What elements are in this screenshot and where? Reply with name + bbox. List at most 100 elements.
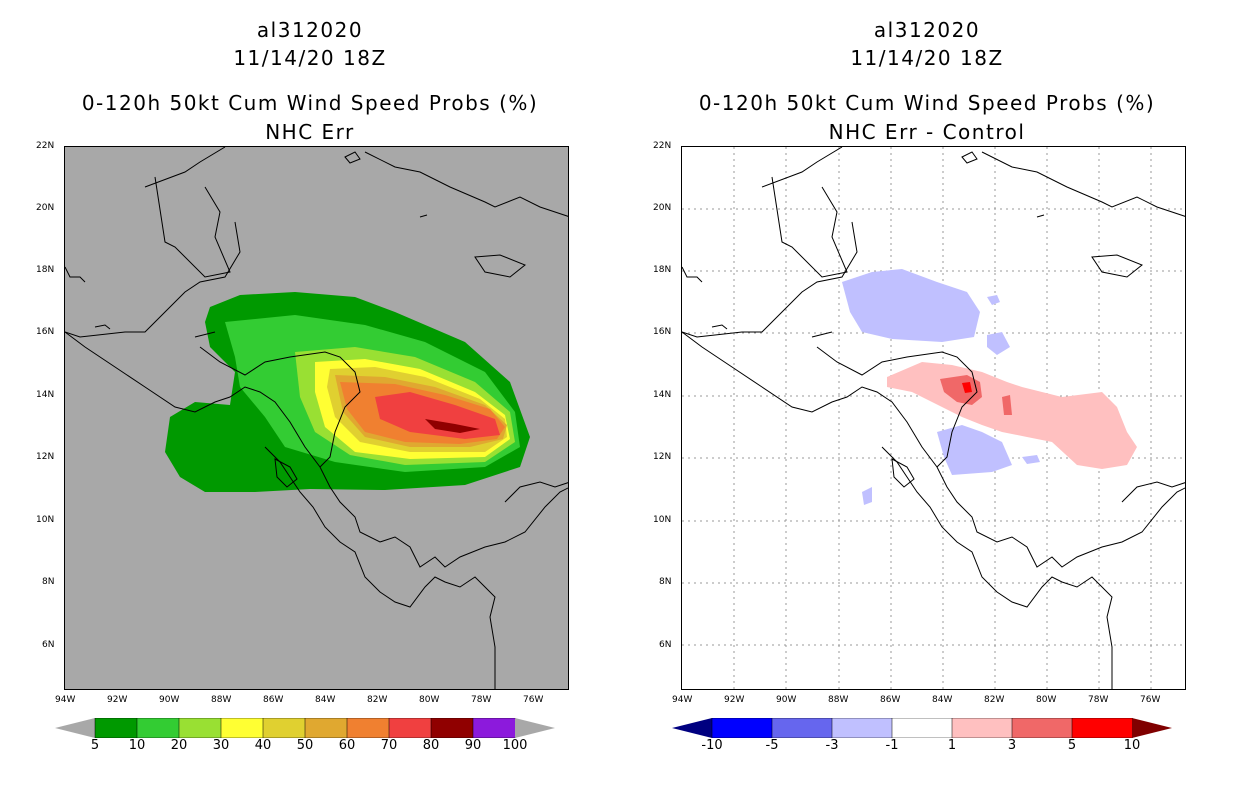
colorbar-segment	[831, 718, 893, 738]
lat-label: 16N	[653, 327, 672, 337]
colorbar-segment	[430, 718, 474, 738]
lat-label: 12N	[653, 452, 672, 462]
colorbar-segment	[136, 718, 180, 738]
colorbar-tick-label: -5	[765, 738, 779, 753]
left-colorbar	[55, 718, 555, 738]
lon-label: 78W	[471, 695, 492, 705]
lat-label: 18N	[653, 265, 672, 275]
lat-label: 8N	[42, 577, 55, 587]
lon-label: 78W	[1088, 695, 1109, 705]
lon-label: 84W	[932, 695, 953, 705]
right-product-title: 0-120h 50kt Cum Wind Speed Probs (%)	[698, 91, 1156, 115]
colorbar-tick-label: -10	[701, 738, 723, 753]
lon-label: 94W	[55, 695, 76, 705]
colorbar-segment	[94, 718, 138, 738]
lon-label: 88W	[828, 695, 849, 705]
left-colorbar-svg	[55, 718, 555, 738]
right-datetime: 11/14/20 18Z	[850, 46, 1004, 70]
right-subtitle: NHC Err - Control	[828, 120, 1026, 144]
left-datetime: 11/14/20 18Z	[233, 46, 387, 70]
lon-label: 80W	[419, 695, 440, 705]
colorbar-tick-label: 100	[502, 738, 528, 753]
lat-label: 12N	[36, 452, 55, 462]
lon-label: 86W	[880, 695, 901, 705]
lon-label: 76W	[523, 695, 544, 705]
lat-label: 20N	[36, 203, 55, 213]
contour-negative-blue-small-4	[862, 487, 872, 505]
lat-label: 6N	[42, 640, 55, 650]
lat-label: 22N	[36, 141, 55, 151]
colorbar-segment	[178, 718, 222, 738]
colorbar-tick-label: 3	[1007, 738, 1017, 753]
left-storm-id: al312020	[256, 18, 364, 42]
colorbar-high-end	[1132, 718, 1172, 738]
colorbar-segment	[951, 718, 1013, 738]
colorbar-segment	[771, 718, 833, 738]
colorbar-tick-label: 70	[380, 738, 398, 753]
right-colorbar-svg	[672, 718, 1172, 738]
lon-label: 84W	[315, 695, 336, 705]
difference-contours	[842, 269, 1137, 505]
colorbar-tick-label: 90	[464, 738, 482, 753]
lat-label: 20N	[653, 203, 672, 213]
lon-label: 76W	[1140, 695, 1161, 705]
colorbar-tick-label: 40	[254, 738, 272, 753]
lon-label: 92W	[107, 695, 128, 705]
lon-label: 88W	[211, 695, 232, 705]
colorbar-high-end	[515, 718, 555, 738]
colorbar-tick-label: 80	[422, 738, 440, 753]
lat-label: 14N	[36, 390, 55, 400]
lon-label: 86W	[263, 695, 284, 705]
right-storm-id: al312020	[873, 18, 981, 42]
colorbar-tick-label: -1	[885, 738, 899, 753]
contour-negative-blue-small-3	[1022, 455, 1040, 464]
lat-label: 22N	[653, 141, 672, 151]
lon-label: 90W	[776, 695, 797, 705]
left-map-canvas	[65, 147, 568, 689]
left-product-title: 0-120h 50kt Cum Wind Speed Probs (%)	[81, 91, 539, 115]
lat-label: 6N	[659, 640, 672, 650]
lat-label: 16N	[36, 327, 55, 337]
probability-contours	[165, 292, 530, 492]
colorbar-tick-label: 20	[170, 738, 188, 753]
lon-label: 92W	[724, 695, 745, 705]
lat-label: 8N	[659, 577, 672, 587]
colorbar-tick-label: 50	[296, 738, 314, 753]
colorbar-segment	[891, 718, 953, 738]
colorbar-segment	[304, 718, 348, 738]
contour-positive-red-2	[1002, 395, 1012, 415]
colorbar-segment	[262, 718, 306, 738]
lon-label: 82W	[984, 695, 1005, 705]
coastlines	[65, 147, 568, 689]
coastlines	[682, 147, 1185, 689]
contour-negative-blue-south	[937, 425, 1012, 475]
lat-label: 14N	[653, 390, 672, 400]
lon-label: 82W	[367, 695, 388, 705]
lon-label: 94W	[672, 695, 693, 705]
colorbar-tick-label: 10	[128, 738, 146, 753]
contour-positive-pink	[887, 362, 1137, 469]
contour-negative-blue-small-1	[987, 295, 1000, 305]
left-probability-map	[64, 146, 569, 690]
right-difference-map	[681, 146, 1186, 690]
lat-label: 10N	[653, 515, 672, 525]
colorbar-tick-label: 30	[212, 738, 230, 753]
colorbar-segment	[1011, 718, 1073, 738]
colorbar-tick-label: 5	[1067, 738, 1077, 753]
colorbar-segment	[472, 718, 516, 738]
colorbar-tick-label: -3	[825, 738, 839, 753]
colorbar-tick-label: 1	[947, 738, 957, 753]
colorbar-tick-label: 5	[90, 738, 100, 753]
colorbar-low-end	[672, 718, 712, 738]
contour-negative-blue-north	[842, 269, 980, 342]
colorbar-low-end	[55, 718, 95, 738]
colorbar-segment	[1071, 718, 1133, 738]
colorbar-segment	[346, 718, 390, 738]
contour-positive-red-3	[962, 382, 972, 393]
left-subtitle: NHC Err	[265, 120, 355, 144]
colorbar-segment	[388, 718, 432, 738]
colorbar-segment	[711, 718, 773, 738]
colorbar-tick-label: 10	[1123, 738, 1141, 753]
colorbar-tick-label: 60	[338, 738, 356, 753]
right-colorbar	[672, 718, 1172, 738]
